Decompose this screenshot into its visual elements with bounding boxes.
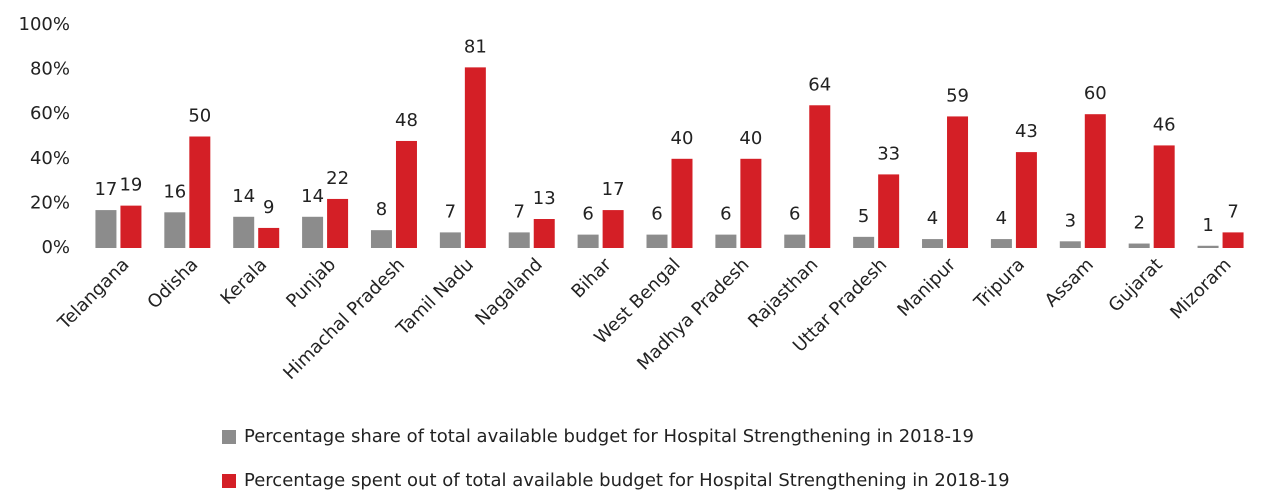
bar bbox=[922, 239, 944, 248]
data-label: 6 bbox=[789, 204, 800, 225]
x-tick-label: Bihar bbox=[567, 254, 616, 303]
bar bbox=[370, 230, 392, 248]
x-tick-label: Mizoram bbox=[1166, 254, 1235, 323]
data-label: 59 bbox=[946, 85, 969, 106]
x-tick-label: Telangana bbox=[53, 254, 133, 334]
x-tick-label: Tripura bbox=[970, 254, 1029, 313]
data-label: 13 bbox=[533, 188, 556, 209]
data-label: 6 bbox=[582, 204, 593, 225]
legend-swatch bbox=[222, 430, 236, 444]
data-label: 50 bbox=[188, 106, 211, 127]
data-label: 4 bbox=[996, 208, 1007, 229]
bar bbox=[1128, 243, 1150, 248]
bar bbox=[784, 234, 806, 248]
x-tick-label: Punjab bbox=[282, 254, 340, 312]
y-tick-label: 0% bbox=[41, 237, 70, 258]
data-label: 6 bbox=[720, 204, 731, 225]
bar bbox=[602, 210, 624, 248]
data-label: 5 bbox=[858, 206, 869, 227]
data-label: 40 bbox=[671, 128, 694, 149]
data-label: 22 bbox=[326, 168, 349, 189]
data-label: 7 bbox=[1227, 201, 1238, 222]
data-label: 81 bbox=[464, 36, 487, 57]
legend-label: Percentage spent out of total available … bbox=[244, 470, 1010, 491]
bar bbox=[95, 210, 117, 248]
bar bbox=[395, 140, 417, 248]
bar bbox=[947, 116, 969, 249]
data-label: 46 bbox=[1153, 114, 1176, 135]
data-label: 1 bbox=[1202, 215, 1213, 236]
data-label: 43 bbox=[1015, 121, 1038, 142]
bar bbox=[164, 212, 186, 248]
data-label: 4 bbox=[927, 208, 938, 229]
data-label: 64 bbox=[808, 74, 831, 95]
x-tick-label: Himachal Pradesh bbox=[279, 254, 409, 384]
bar bbox=[233, 216, 255, 248]
bar bbox=[646, 234, 668, 248]
bar bbox=[740, 158, 762, 248]
legend-swatch bbox=[222, 474, 236, 488]
data-label: 3 bbox=[1065, 210, 1076, 231]
x-tick-label: Gujarat bbox=[1105, 254, 1167, 316]
data-label: 9 bbox=[263, 197, 274, 218]
bar bbox=[258, 227, 280, 248]
x-tick-label: Kerala bbox=[217, 254, 272, 309]
data-label: 2 bbox=[1133, 213, 1144, 234]
bar bbox=[671, 158, 693, 248]
bar bbox=[1015, 152, 1037, 248]
bar bbox=[809, 105, 831, 248]
data-label: 48 bbox=[395, 110, 418, 131]
data-label: 16 bbox=[163, 181, 186, 202]
bar bbox=[464, 67, 486, 249]
data-label: 14 bbox=[301, 186, 324, 207]
bar bbox=[990, 239, 1012, 248]
data-label: 7 bbox=[445, 201, 456, 222]
data-label: 17 bbox=[94, 179, 117, 200]
data-label: 40 bbox=[739, 128, 762, 149]
y-tick-label: 60% bbox=[30, 103, 70, 124]
bar bbox=[508, 232, 530, 248]
bar bbox=[577, 234, 599, 248]
x-tick-label: Odisha bbox=[143, 254, 202, 313]
bar bbox=[1084, 114, 1106, 248]
bar bbox=[878, 174, 900, 248]
y-tick-label: 80% bbox=[30, 59, 70, 80]
bar bbox=[327, 198, 349, 248]
bar bbox=[533, 219, 555, 248]
bar bbox=[1197, 245, 1219, 248]
bar bbox=[189, 136, 211, 248]
bar bbox=[120, 205, 142, 248]
y-tick-label: 100% bbox=[19, 14, 70, 35]
bar bbox=[1222, 232, 1244, 248]
data-label: 17 bbox=[602, 179, 625, 200]
bar bbox=[1059, 241, 1081, 248]
bar bbox=[302, 216, 324, 248]
data-label: 33 bbox=[877, 143, 900, 164]
data-label: 14 bbox=[232, 186, 255, 207]
bar bbox=[439, 232, 461, 248]
x-tick-label: Assam bbox=[1041, 254, 1098, 311]
data-label: 60 bbox=[1084, 83, 1107, 104]
x-tick-label: Manipur bbox=[893, 254, 960, 321]
y-tick-label: 20% bbox=[30, 192, 70, 213]
bar bbox=[1153, 145, 1175, 248]
y-tick-label: 40% bbox=[30, 148, 70, 169]
bar bbox=[715, 234, 737, 248]
data-label: 7 bbox=[514, 201, 525, 222]
legend-label: Percentage share of total available budg… bbox=[244, 426, 974, 447]
x-tick-label: Nagaland bbox=[471, 254, 547, 330]
bar bbox=[853, 236, 875, 248]
data-label: 6 bbox=[651, 204, 662, 225]
data-label: 19 bbox=[119, 175, 142, 196]
data-label: 8 bbox=[376, 199, 387, 220]
